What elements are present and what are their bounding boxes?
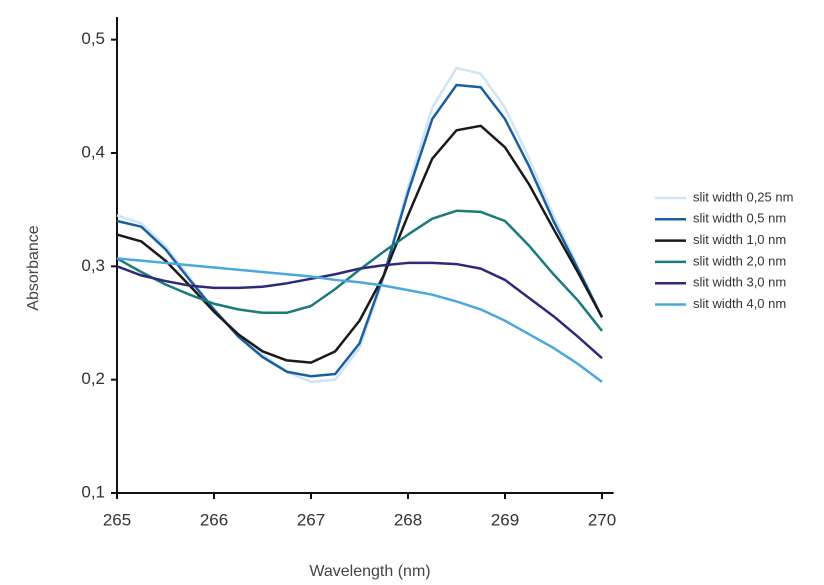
legend-label: slit width 4,0 nm [693,296,786,311]
legend-label: slit width 1,0 nm [693,232,786,247]
series-line [116,209,603,332]
y-tick-label: 0,5 [81,29,105,48]
x-tick-label: 267 [297,510,325,529]
y-tick-label: 0,3 [81,256,105,275]
x-tick-label: 270 [588,510,616,529]
y-axis-label: Absorbance [25,225,42,310]
series-line [116,257,603,383]
legend-label: slit width 2,0 nm [693,253,786,268]
y-tick-label: 0,1 [81,482,105,501]
x-tick-label: 269 [491,510,519,529]
x-tick-label: 266 [200,510,228,529]
series-line [116,261,603,360]
y-tick-label: 0,2 [81,369,105,388]
series-line [116,83,604,378]
y-tick-label: 0,4 [81,142,105,161]
x-tick-label: 268 [394,510,422,529]
legend-label: slit width 0,5 nm [693,211,786,226]
x-axis-label: Wavelength (nm) [309,563,430,580]
series-line [116,124,604,364]
legend-label: slit width 3,0 nm [693,275,786,290]
legend-label: slit width 0,25 nm [693,189,793,204]
x-tick-label: 265 [103,510,131,529]
